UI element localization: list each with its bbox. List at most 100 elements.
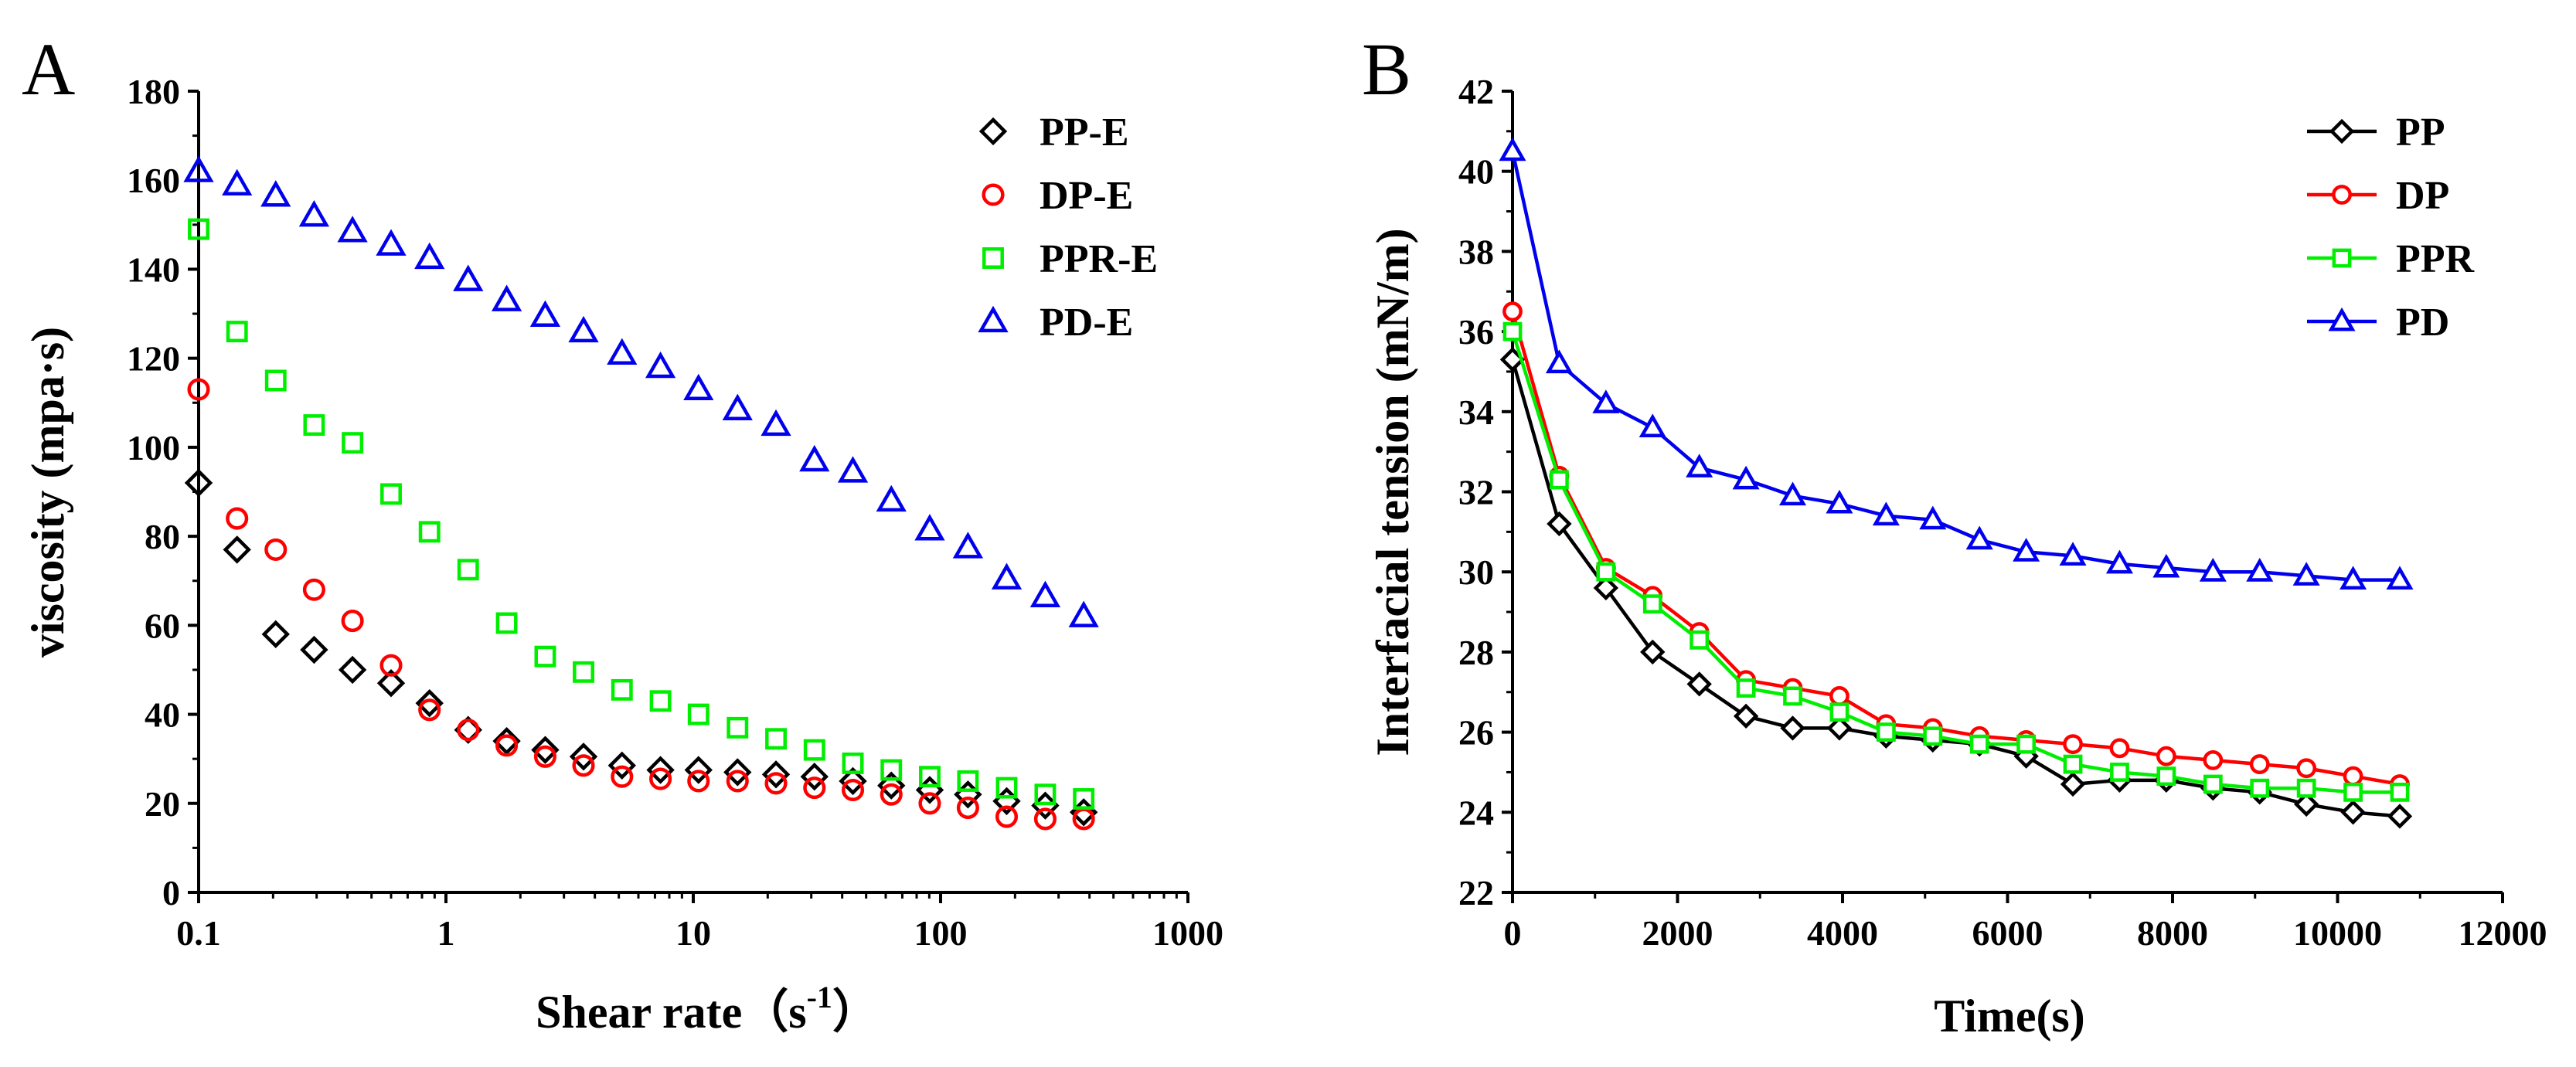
marker-bg <box>1595 392 1617 412</box>
data-point <box>952 532 984 559</box>
data-point <box>957 770 979 792</box>
y-tick-label: 60 <box>145 606 180 645</box>
marker-bg <box>2333 250 2350 267</box>
y-tick-label: 28 <box>1458 633 1494 672</box>
series-pd <box>1499 137 2414 590</box>
data-point <box>1686 671 1712 697</box>
data-point <box>611 765 634 788</box>
data-point <box>2339 566 2367 590</box>
marker-bg <box>2251 756 2268 773</box>
legend-label: PP-E <box>1040 110 1129 155</box>
data-point <box>607 338 638 365</box>
data-point <box>761 760 791 789</box>
x-tick-label: 10 <box>675 913 711 953</box>
data-point <box>918 792 941 815</box>
marker-bg <box>2344 767 2362 785</box>
legend-marker <box>2332 185 2352 205</box>
marker-bg <box>2298 759 2315 776</box>
data-point <box>534 645 556 668</box>
y-tick-label: 140 <box>127 250 180 289</box>
data-point <box>2110 763 2129 782</box>
legend-entry-pp: PP <box>2307 110 2445 155</box>
legend-label: DP <box>2396 174 2449 218</box>
legend-entry-dp: DP <box>2307 174 2449 218</box>
data-point <box>1780 715 1805 741</box>
data-point <box>1826 715 1853 741</box>
legend-marker <box>2328 307 2356 331</box>
legend-label: PD <box>2396 301 2449 345</box>
marker-bg <box>1735 469 1757 488</box>
data-point <box>765 728 787 750</box>
data-point <box>1733 703 1759 729</box>
marker-bg <box>1924 728 1941 744</box>
marker-bg <box>1782 718 1803 739</box>
marker-bg <box>1642 416 1663 436</box>
panel-a-xlabel: Shear rate（s-1） <box>536 980 879 1038</box>
data-point <box>1596 562 1616 582</box>
data-point <box>303 414 325 437</box>
marker-bg <box>2063 774 2084 795</box>
data-point <box>302 578 325 601</box>
data-point <box>376 229 407 256</box>
marker-bg <box>2389 806 2410 827</box>
marker-bg <box>2158 748 2175 765</box>
data-point <box>687 703 710 725</box>
marker-bg <box>1875 505 1897 524</box>
data-point <box>1876 722 1896 742</box>
marker-bg <box>2204 752 2221 769</box>
marker-bg <box>2331 311 2353 330</box>
data-point <box>492 726 521 756</box>
legend-entry-pd: PD <box>2307 301 2449 345</box>
legend-label: PPR-E <box>1040 237 1158 281</box>
data-point <box>453 264 484 291</box>
marker-bg <box>2015 541 2037 560</box>
y-tick-label: 120 <box>127 339 180 379</box>
data-point <box>2156 766 2176 787</box>
data-point <box>2156 746 2176 766</box>
data-point <box>568 315 599 343</box>
data-point <box>995 776 1018 799</box>
data-point <box>415 688 444 718</box>
data-point <box>803 739 825 761</box>
series-dp-e <box>187 378 1095 831</box>
y-tick-label: 30 <box>1458 552 1494 592</box>
data-point <box>956 796 979 820</box>
marker-bg <box>2295 565 2317 584</box>
y-tick-label: 40 <box>145 695 180 735</box>
data-point <box>573 661 594 683</box>
marker-bg <box>2202 561 2224 580</box>
data-point <box>880 759 903 781</box>
data-point <box>2199 558 2227 582</box>
y-tick-label: 38 <box>1458 232 1494 271</box>
marker-bg <box>1645 596 1661 612</box>
data-point <box>800 763 829 791</box>
data-point <box>572 754 595 777</box>
data-point <box>799 444 830 472</box>
data-point <box>2063 734 2083 755</box>
data-point <box>300 635 328 664</box>
marker-bg <box>1785 688 1801 705</box>
data-point <box>261 620 290 649</box>
marker-bg <box>1969 529 1990 548</box>
legend-label: PPR <box>2396 237 2476 281</box>
data-point <box>2060 771 2086 797</box>
data-point <box>1550 470 1569 490</box>
data-point <box>298 200 330 227</box>
legend-entry-pp-e: PP-E <box>978 110 1129 155</box>
panel-b-plot-area: 22 24 26 28 30 32 34 36 38 40 42 0 2000 4000 6000 8000 1… <box>1458 72 2547 953</box>
marker-bg <box>2064 736 2081 753</box>
y-tick-label: 42 <box>1458 72 1494 111</box>
data-point <box>1502 321 1523 342</box>
data-point <box>380 483 402 505</box>
x-tick-label: 8000 <box>2137 913 2208 953</box>
x-tick-label: 0.1 <box>176 913 221 953</box>
y-tick-label: 180 <box>127 72 180 111</box>
data-point <box>2250 778 2270 798</box>
data-point <box>1736 678 1756 698</box>
marker-bg <box>1504 323 1521 340</box>
series-pd-e <box>183 155 1099 627</box>
data-point <box>2390 782 2410 802</box>
data-point <box>1640 639 1666 665</box>
data-point <box>1499 137 1526 161</box>
legend-marker <box>2329 118 2355 144</box>
